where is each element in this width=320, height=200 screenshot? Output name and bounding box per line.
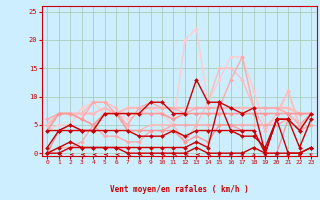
X-axis label: Vent moyen/en rafales ( km/h ): Vent moyen/en rafales ( km/h ) xyxy=(110,185,249,194)
